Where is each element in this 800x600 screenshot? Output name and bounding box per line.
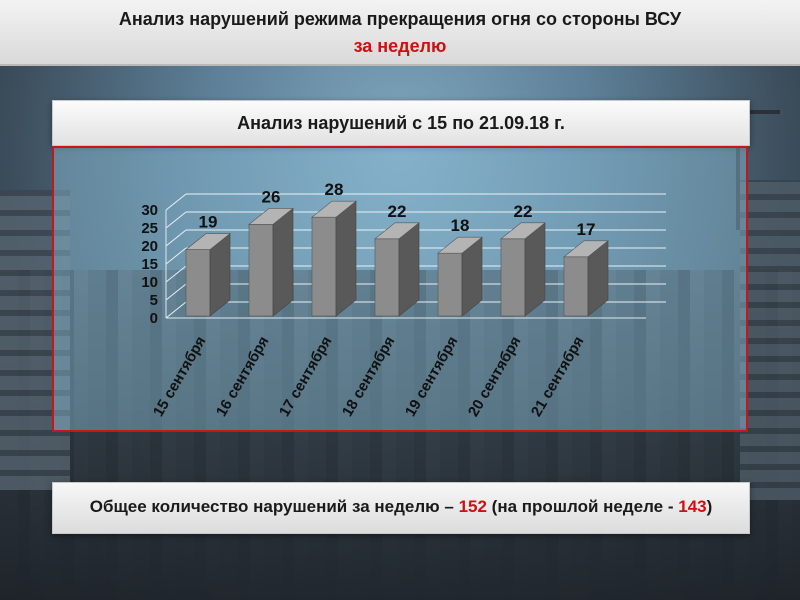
bar-top: [500, 222, 546, 240]
title-bar: Анализ нарушений режима прекращения огня…: [0, 0, 800, 66]
x-tick-label: 16 сентября: [213, 334, 273, 420]
x-tick-label: 20 сентября: [465, 334, 525, 420]
data-label: 28: [325, 180, 344, 199]
summary-previous: 143: [678, 497, 707, 516]
data-label: 22: [388, 202, 407, 221]
x-tick-label: 15 сентября: [150, 334, 210, 420]
bar-front: [374, 238, 400, 317]
bar-top: [437, 236, 483, 254]
y-tick-label: 20: [141, 238, 158, 255]
chart-title: Анализ нарушений с 15 по 21.09.18 г.: [237, 113, 565, 133]
gridline-depth: [165, 283, 187, 301]
gridline-depth: [165, 229, 187, 247]
page-subtitle: за неделю: [353, 36, 447, 56]
bar-front: [185, 249, 211, 317]
bar-side: [272, 207, 294, 317]
chart-title-box: Анализ нарушений с 15 по 21.09.18 г.: [52, 100, 750, 146]
bar-top: [374, 222, 420, 240]
page-title: Анализ нарушений режима прекращения огня…: [118, 9, 682, 29]
bar-top: [563, 240, 609, 258]
background-crane-mast: [736, 110, 740, 230]
data-label: 17: [577, 220, 596, 239]
background-building-left: [0, 190, 70, 490]
background-rubble: [0, 270, 800, 600]
chart-frame: 0 5 10 15 20 25 30 19 15 сентября 26 16 сентября 28…: [52, 146, 748, 432]
summary-suffix: ): [706, 497, 713, 516]
bar-side: [335, 200, 357, 317]
bar-front: [248, 224, 274, 317]
summary-total: 152: [458, 497, 487, 516]
background-building-right: [740, 180, 800, 500]
data-label: 26: [262, 187, 281, 206]
data-label: 18: [451, 216, 470, 235]
gridline-depth: [165, 247, 187, 265]
gridline-depth: [165, 301, 187, 319]
y-tick-label: 25: [141, 220, 158, 237]
bar-top: [248, 208, 294, 225]
bar-front: [563, 256, 589, 317]
data-label: 22: [514, 202, 533, 221]
x-tick-label: 19 сентября: [402, 334, 462, 420]
bar-front: [437, 252, 463, 317]
x-tick-label: 18 сентября: [339, 334, 399, 420]
x-tick-label: 17 сентября: [276, 334, 336, 420]
gridline-depth: [165, 211, 187, 229]
y-tick-label: 0: [150, 310, 158, 327]
bar-top: [185, 233, 231, 250]
y-tick-label: 15: [141, 256, 158, 273]
summary-text: Общее количество нарушений за неделю – 1…: [53, 497, 749, 517]
summary-middle: (на прошлой неделе -: [486, 497, 679, 516]
gridline-depth: [165, 193, 187, 211]
summary-prefix: Общее количество нарушений за неделю –: [89, 497, 459, 516]
y-tick-label: 10: [141, 274, 158, 291]
gridline-depth: [165, 265, 187, 283]
y-tick-label: 5: [150, 292, 158, 309]
bar-front: [311, 216, 337, 317]
summary-box: Общее количество нарушений за неделю – 1…: [52, 482, 750, 534]
bar-top: [311, 200, 357, 218]
data-label: 19: [199, 213, 218, 232]
y-tick-label: 30: [141, 202, 158, 219]
bar-front: [500, 238, 526, 317]
x-tick-label: 21 сентября: [528, 334, 588, 420]
